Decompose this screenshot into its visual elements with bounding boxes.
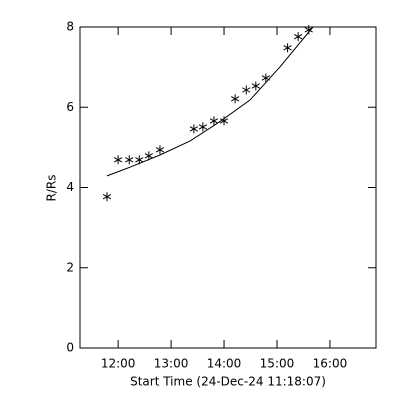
asterisk-point bbox=[209, 116, 219, 126]
asterisk-point bbox=[219, 116, 229, 126]
asterisk-stroke bbox=[261, 75, 271, 81]
asterisk-point bbox=[242, 85, 251, 95]
x-axis-label: Start Time (24-Dec-24 11:18:07) bbox=[130, 375, 326, 389]
asterisk-point bbox=[144, 151, 153, 161]
x-tick-label: 12:00 bbox=[101, 357, 136, 371]
y-tick-label: 4 bbox=[66, 180, 74, 194]
asterisk-point bbox=[283, 43, 292, 53]
asterisk-stroke bbox=[189, 126, 198, 132]
asterisk-point bbox=[251, 81, 260, 91]
y-axis-label: R/Rs bbox=[45, 175, 59, 202]
y-tick-label: 6 bbox=[66, 100, 74, 114]
asterisk-stroke bbox=[283, 45, 292, 51]
x-tick-label: 15:00 bbox=[260, 357, 295, 371]
asterisk-stroke bbox=[155, 147, 165, 153]
y-tick-label: 0 bbox=[66, 341, 74, 355]
asterisk-point bbox=[113, 155, 123, 165]
asterisk-point bbox=[304, 25, 313, 35]
asterisk-stroke bbox=[251, 83, 260, 89]
fit-line bbox=[106, 26, 314, 177]
asterisk-point bbox=[125, 155, 134, 165]
asterisk-stroke bbox=[198, 124, 207, 130]
asterisk-point bbox=[294, 32, 303, 42]
asterisk-point bbox=[189, 124, 198, 134]
y-tick-label: 8 bbox=[66, 20, 74, 34]
asterisk-point bbox=[155, 145, 165, 155]
asterisk-stroke bbox=[231, 96, 240, 102]
y-tick-label: 2 bbox=[66, 260, 74, 274]
asterisk-point bbox=[261, 73, 271, 83]
asterisk-stroke bbox=[102, 194, 112, 200]
asterisk-stroke bbox=[294, 33, 303, 40]
asterisk-point bbox=[135, 155, 144, 165]
asterisk-stroke bbox=[209, 118, 219, 124]
asterisk-stroke bbox=[125, 157, 134, 163]
asterisk-point bbox=[102, 192, 112, 202]
x-tick-label: 14:00 bbox=[207, 357, 242, 371]
asterisk-stroke bbox=[113, 157, 123, 163]
asterisk-point bbox=[198, 122, 207, 132]
x-tick-label: 13:00 bbox=[154, 357, 189, 371]
asterisk-point bbox=[231, 94, 240, 104]
asterisk-stroke bbox=[242, 87, 251, 93]
asterisk-stroke bbox=[144, 153, 153, 159]
x-tick-label: 16:00 bbox=[313, 357, 348, 371]
asterisk-stroke bbox=[219, 118, 229, 124]
asterisk-stroke bbox=[135, 157, 144, 163]
asterisk-stroke bbox=[304, 27, 313, 33]
